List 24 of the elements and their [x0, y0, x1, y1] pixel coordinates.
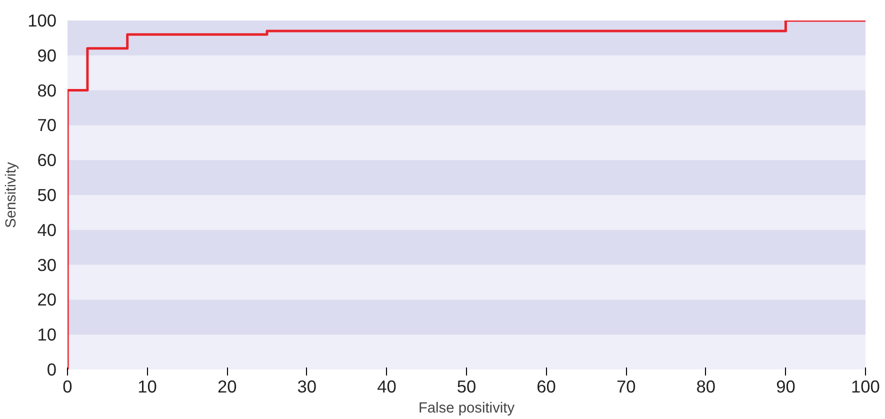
y-tick-label: 40 — [37, 220, 57, 240]
y-tick-label: 0 — [46, 360, 57, 380]
x-tick-label: 10 — [138, 376, 157, 396]
y-tick-label: 50 — [37, 185, 57, 205]
y-tick-label: 100 — [28, 10, 57, 30]
y-axis-title: Sensitivity — [4, 161, 20, 228]
x-tick-label: 100 — [851, 376, 880, 396]
x-tick-label: 50 — [456, 376, 476, 396]
y-tick-label: 20 — [37, 290, 57, 310]
x-axis-title: False positivity — [418, 400, 516, 416]
y-tick-label: 60 — [37, 150, 57, 170]
y-tick-label: 10 — [37, 324, 57, 345]
x-tick-label: 80 — [696, 376, 716, 396]
x-tick-label: 0 — [62, 376, 72, 396]
y-tick-label: 90 — [37, 45, 57, 66]
x-tick-label: 60 — [536, 376, 556, 396]
y-tick-label: 70 — [37, 115, 57, 136]
y-tick-label: 80 — [37, 80, 57, 100]
x-tick-label: 90 — [776, 376, 796, 396]
y-tick-label: 30 — [37, 254, 57, 275]
x-tick-label: 70 — [616, 376, 636, 396]
x-tick-label: 30 — [297, 376, 317, 396]
x-tick-label: 40 — [377, 376, 396, 396]
x-tick-label: 20 — [217, 376, 237, 396]
